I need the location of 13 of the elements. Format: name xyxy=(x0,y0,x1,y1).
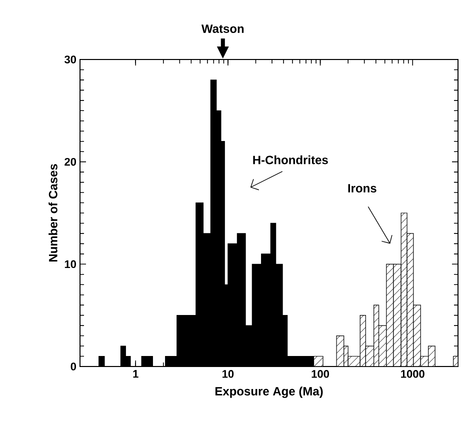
text: H-Chondrites xyxy=(253,155,328,164)
x-tick-label: 1 xyxy=(133,370,138,378)
x-tick-label: 1000 xyxy=(401,370,424,378)
text: Watson xyxy=(201,24,244,33)
x-axis-title: Exposure Age (Ma) xyxy=(215,386,323,398)
x-tick-label: 100 xyxy=(312,370,330,378)
y-tick-label: 10 xyxy=(64,260,76,268)
x-tick-label: 10 xyxy=(222,370,234,378)
text: Irons xyxy=(348,184,376,192)
y-tick-label: 0 xyxy=(70,362,76,370)
y-axis-title: Number of Cases xyxy=(48,164,58,262)
y-tick-label: 20 xyxy=(64,158,76,166)
y-tick-label: 30 xyxy=(64,56,76,64)
